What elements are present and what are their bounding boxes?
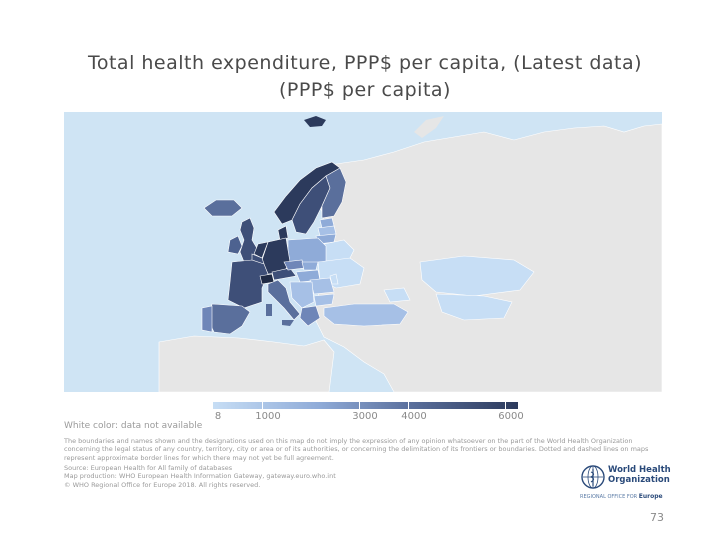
turkey bbox=[323, 303, 409, 327]
who-emblem-icon bbox=[581, 465, 605, 489]
bulgaria bbox=[313, 293, 335, 307]
slovakia bbox=[301, 261, 319, 271]
north-africa-no-data bbox=[158, 335, 335, 392]
source-block: Source: European Health for All family o… bbox=[64, 464, 544, 489]
italy bbox=[267, 279, 301, 321]
denmark bbox=[277, 225, 289, 241]
who-name-line1: World Health bbox=[608, 465, 671, 475]
sardinia bbox=[266, 304, 272, 316]
greece bbox=[299, 305, 321, 327]
ireland bbox=[227, 235, 243, 255]
no-data-note: White color: data not available bbox=[64, 421, 203, 431]
kazakhstan bbox=[419, 255, 535, 297]
legend-tick-mark bbox=[359, 402, 360, 409]
choropleth-map[interactable] bbox=[64, 112, 662, 392]
balkans bbox=[289, 281, 315, 309]
finland bbox=[321, 167, 347, 219]
iceland bbox=[203, 199, 243, 217]
svalbard bbox=[304, 116, 326, 127]
color-scale-bar bbox=[212, 402, 518, 409]
who-logo: World Health Organization REGIONAL OFFIC… bbox=[578, 462, 671, 502]
legend-tick-label: 4000 bbox=[401, 411, 427, 422]
copyright-line: © WHO Regional Office for Europe 2018. A… bbox=[64, 480, 261, 489]
moldova bbox=[329, 273, 339, 285]
legend-tick-mark bbox=[505, 402, 506, 409]
legend-tick-mark bbox=[262, 402, 263, 409]
color-scale-legend: 8 1000 3000 4000 6000 bbox=[212, 402, 524, 424]
disclaimer-text: The boundaries and names shown and the d… bbox=[64, 437, 649, 462]
novaya-zemlya bbox=[414, 116, 444, 138]
portugal bbox=[201, 305, 213, 333]
romania bbox=[309, 277, 335, 295]
map-production-line: Map production: WHO European Health Info… bbox=[64, 472, 336, 481]
who-region: REGIONAL OFFICE FOR Europe bbox=[580, 493, 663, 500]
legend-tick-mark bbox=[408, 402, 409, 409]
source-line: Source: European Health for All family o… bbox=[64, 464, 233, 472]
central-asia-south bbox=[435, 293, 513, 321]
austria bbox=[271, 267, 297, 281]
who-name: World Health Organization bbox=[608, 465, 671, 485]
who-region-prefix: REGIONAL OFFICE FOR bbox=[580, 494, 638, 500]
legend-tick-mark bbox=[212, 402, 213, 409]
legend-tick-label: 8 bbox=[214, 411, 222, 422]
sicily bbox=[282, 320, 294, 326]
legend-tick-label: 3000 bbox=[352, 411, 378, 422]
who-region-name: Europe bbox=[638, 493, 663, 500]
france bbox=[227, 259, 269, 309]
legend-tick-label: 6000 bbox=[498, 411, 524, 422]
caucasus bbox=[383, 287, 411, 303]
page-number: 73 bbox=[650, 511, 664, 524]
who-name-line2: Organization bbox=[608, 474, 670, 485]
czechia bbox=[283, 259, 305, 271]
map-title: Total health expenditure, PPP$ per capit… bbox=[87, 52, 643, 101]
legend-tick-label: 1000 bbox=[255, 411, 281, 422]
